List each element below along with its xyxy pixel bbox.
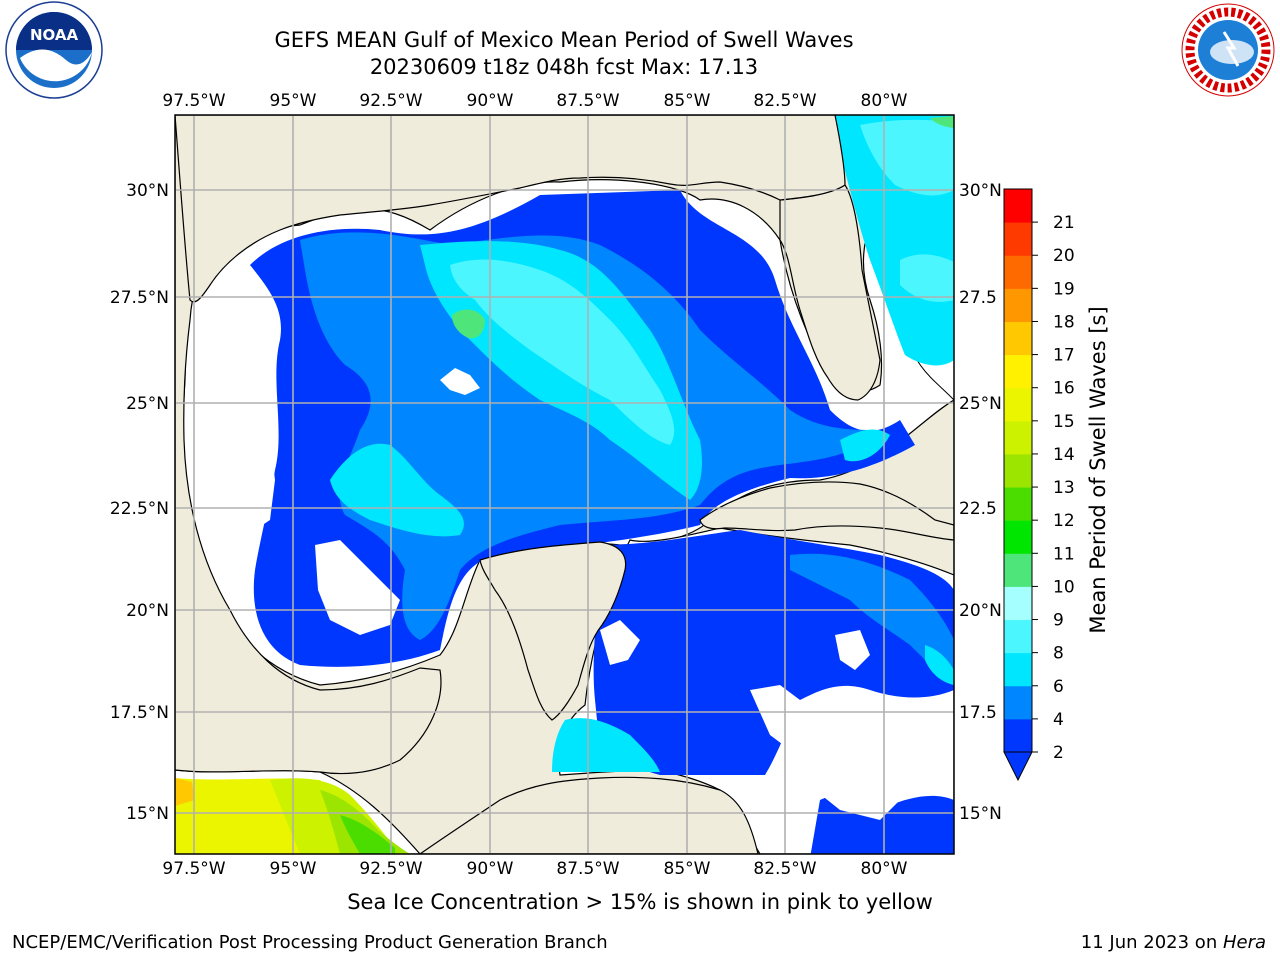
lat-label: 27.5°N bbox=[110, 288, 169, 308]
noaa-logo-text: NOAA bbox=[30, 26, 79, 44]
colorbar-swatch bbox=[1004, 222, 1032, 256]
colorbar-tick-label: 9 bbox=[1053, 611, 1064, 631]
colorbar-swatch bbox=[1004, 487, 1032, 521]
nws-logo bbox=[1181, 3, 1275, 97]
lat-labels-right: 30°N 27.5 25°N 22.5 20°N 17.5 15°N bbox=[959, 181, 1002, 824]
map-frame bbox=[174, 114, 955, 855]
colorbar-tick-label: 21 bbox=[1053, 213, 1075, 233]
noaa-logo: NOAA bbox=[5, 1, 103, 99]
lat-label: 15°N bbox=[959, 804, 1002, 824]
lon-label: 80°W bbox=[861, 91, 908, 111]
lat-label: 17.5 bbox=[959, 703, 997, 723]
colorbar-tick-label: 17 bbox=[1053, 346, 1075, 366]
colorbar-swatch bbox=[1004, 354, 1032, 389]
lat-label: 27.5 bbox=[959, 288, 997, 308]
lat-label: 30°N bbox=[959, 181, 1002, 201]
colorbar-swatch bbox=[1004, 189, 1032, 223]
map-title: GEFS MEAN Gulf of Mexico Mean Period of … bbox=[274, 28, 854, 52]
lat-label: 20°N bbox=[126, 601, 169, 621]
colorbar-swatch bbox=[1004, 619, 1032, 654]
lon-label: 92.5°W bbox=[359, 91, 422, 111]
colorbar-tick-label: 20 bbox=[1053, 246, 1075, 266]
colorbar-extend-triangle bbox=[1003, 751, 1033, 782]
lon-label: 92.5°W bbox=[359, 859, 422, 879]
lat-label: 20°N bbox=[959, 601, 1002, 621]
colorbar-label: Mean Period of Swell Waves [s] bbox=[1086, 306, 1110, 633]
colorbar-tick-label: 2 bbox=[1053, 743, 1064, 763]
footer-credit: NCEP/EMC/Verification Post Processing Pr… bbox=[12, 932, 608, 953]
colorbar-tick-label: 12 bbox=[1053, 511, 1075, 531]
colorbar-tick-label: 16 bbox=[1053, 379, 1075, 399]
colorbar-swatch bbox=[1004, 321, 1032, 356]
gridlines bbox=[175, 115, 954, 854]
lon-label: 95°W bbox=[270, 859, 317, 879]
colorbar-tick-label: 4 bbox=[1053, 710, 1064, 730]
footer-date: 11 Jun 2023 on Hera bbox=[1081, 932, 1266, 953]
colorbar-swatch bbox=[1004, 553, 1032, 587]
lon-label: 95°W bbox=[270, 91, 317, 111]
colorbar-tick-label: 19 bbox=[1053, 279, 1075, 299]
footer-host: Hera bbox=[1222, 932, 1266, 953]
footer-date-text: 11 Jun 2023 on bbox=[1080, 932, 1223, 953]
lat-label: 25°N bbox=[959, 394, 1002, 414]
colorbar-swatch bbox=[1004, 453, 1032, 488]
lon-label: 85°W bbox=[664, 859, 711, 879]
lat-label: 15°N bbox=[126, 804, 169, 824]
colorbar-swatch bbox=[1004, 420, 1032, 455]
colorbar-swatch bbox=[1004, 718, 1032, 753]
colorbar-swatch bbox=[1004, 685, 1032, 720]
land-overlay bbox=[175, 115, 954, 854]
colorbar-swatch bbox=[1004, 652, 1032, 687]
colorbar-frame bbox=[1003, 188, 1033, 753]
colorbar-tick-label: 18 bbox=[1053, 312, 1075, 332]
lat-label: 30°N bbox=[126, 181, 169, 201]
colorbar-tick-label: 11 bbox=[1053, 544, 1075, 564]
swell-period-field bbox=[175, 115, 954, 854]
lon-label: 90°W bbox=[467, 859, 514, 879]
lon-label: 97.5°W bbox=[162, 91, 225, 111]
colorbar-tick-label: 14 bbox=[1053, 445, 1075, 465]
colorbar-tick-label: 8 bbox=[1053, 644, 1064, 664]
ice-note: Sea Ice Concentration > 15% is shown in … bbox=[347, 890, 933, 914]
lon-label: 90°W bbox=[467, 91, 514, 111]
colorbar-tick-label: 6 bbox=[1053, 677, 1064, 697]
lon-label: 80°W bbox=[861, 859, 908, 879]
colorbar-swatch bbox=[1004, 586, 1032, 621]
lon-label: 82.5°W bbox=[753, 91, 816, 111]
lon-label: 82.5°W bbox=[753, 859, 816, 879]
colorbar-tick-label: 10 bbox=[1053, 577, 1075, 597]
lat-label: 22.5 bbox=[959, 499, 997, 519]
lon-labels-top: 97.5°W 95°W 92.5°W 90°W 87.5°W 85°W 82.5… bbox=[162, 91, 907, 111]
colorbar-tick-label: 15 bbox=[1053, 412, 1075, 432]
colorbar-tick-label: 13 bbox=[1053, 478, 1075, 498]
lon-labels-bottom: 97.5°W 95°W 92.5°W 90°W 87.5°W 85°W 82.5… bbox=[162, 859, 907, 879]
lon-label: 97.5°W bbox=[162, 859, 225, 879]
lat-labels-left: 30°N 27.5°N 25°N 22.5°N 20°N 17.5°N 15°N bbox=[110, 181, 169, 824]
colorbar-swatch bbox=[1004, 520, 1032, 554]
lon-label: 87.5°W bbox=[556, 91, 619, 111]
lat-label: 25°N bbox=[126, 394, 169, 414]
lon-label: 87.5°W bbox=[556, 859, 619, 879]
lat-label: 22.5°N bbox=[110, 499, 169, 519]
colorbar-swatch bbox=[1004, 387, 1032, 422]
lat-label: 17.5°N bbox=[110, 703, 169, 723]
lon-label: 85°W bbox=[664, 91, 711, 111]
colorbar-swatch bbox=[1004, 288, 1032, 322]
colorbar: 2 4 6 8 9 10 11 12 13 14 15 16 17 18 19 20 21 bbox=[1003, 188, 1075, 782]
map-subtitle: 20230609 t18z 048h fcst Max: 17.13 bbox=[369, 55, 759, 79]
colorbar-swatch bbox=[1004, 255, 1032, 289]
